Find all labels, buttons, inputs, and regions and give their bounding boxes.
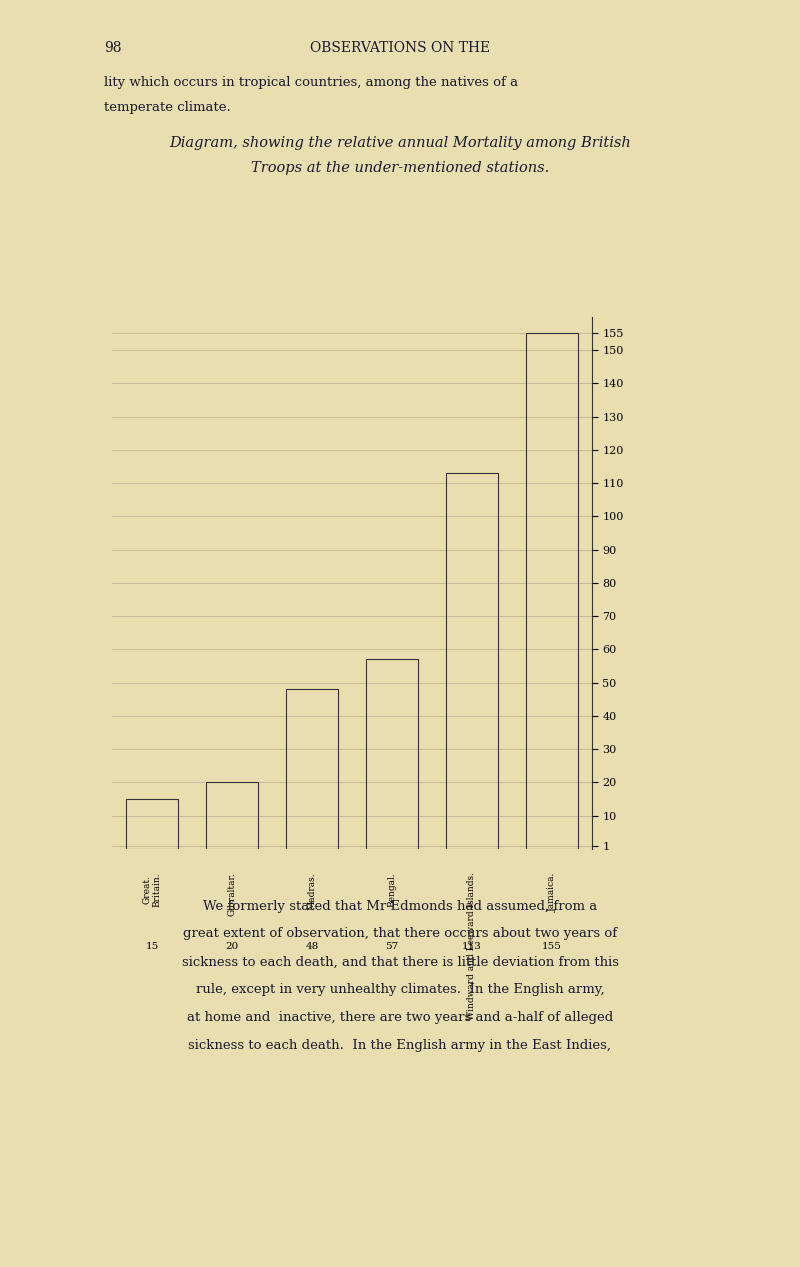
- Text: temperate climate.: temperate climate.: [104, 101, 230, 114]
- Text: great extent of observation, that there occurs about two years of: great extent of observation, that there …: [183, 927, 617, 940]
- Bar: [126, 799, 178, 849]
- Text: Gibraltar.: Gibraltar.: [227, 872, 237, 916]
- Text: Troops at the under-mentioned stations.: Troops at the under-mentioned stations.: [251, 161, 549, 175]
- Bar: [366, 659, 418, 849]
- Text: We formerly stated that Mr Edmonds had assumed, from a: We formerly stated that Mr Edmonds had a…: [203, 900, 597, 912]
- Text: 20: 20: [226, 943, 238, 952]
- Bar: [286, 689, 338, 849]
- Text: Windward and Leeward Islands.: Windward and Leeward Islands.: [467, 872, 477, 1020]
- Text: rule, except in very unhealthy climates.  In the English army,: rule, except in very unhealthy climates.…: [196, 983, 604, 996]
- Text: 98: 98: [104, 41, 122, 54]
- Text: 113: 113: [462, 943, 482, 952]
- Text: OBSERVATIONS ON THE: OBSERVATIONS ON THE: [310, 41, 490, 54]
- Bar: [526, 333, 578, 849]
- Text: 57: 57: [386, 943, 398, 952]
- Text: sickness to each death, and that there is little deviation from this: sickness to each death, and that there i…: [182, 955, 618, 968]
- Text: lity which occurs in tropical countries, among the natives of a: lity which occurs in tropical countries,…: [104, 76, 518, 89]
- Text: at home and  inactive, there are two years and a-half of alleged: at home and inactive, there are two year…: [187, 1011, 613, 1024]
- Text: Great.
Britain.: Great. Britain.: [142, 872, 162, 907]
- Text: 155: 155: [542, 943, 562, 952]
- Text: Bengal.: Bengal.: [387, 872, 397, 907]
- Text: 48: 48: [306, 943, 318, 952]
- Bar: [206, 782, 258, 849]
- Text: Madras.: Madras.: [307, 872, 317, 910]
- Bar: [446, 473, 498, 849]
- Text: sickness to each death.  In the English army in the East Indies,: sickness to each death. In the English a…: [189, 1039, 611, 1052]
- Text: 15: 15: [146, 943, 158, 952]
- Text: Diagram, showing the relative annual Mortality among British: Diagram, showing the relative annual Mor…: [169, 136, 631, 150]
- Text: Jamaica.: Jamaica.: [547, 872, 557, 911]
